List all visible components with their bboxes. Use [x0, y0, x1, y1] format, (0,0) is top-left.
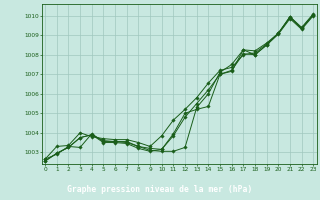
Text: Graphe pression niveau de la mer (hPa): Graphe pression niveau de la mer (hPa) [68, 185, 252, 194]
